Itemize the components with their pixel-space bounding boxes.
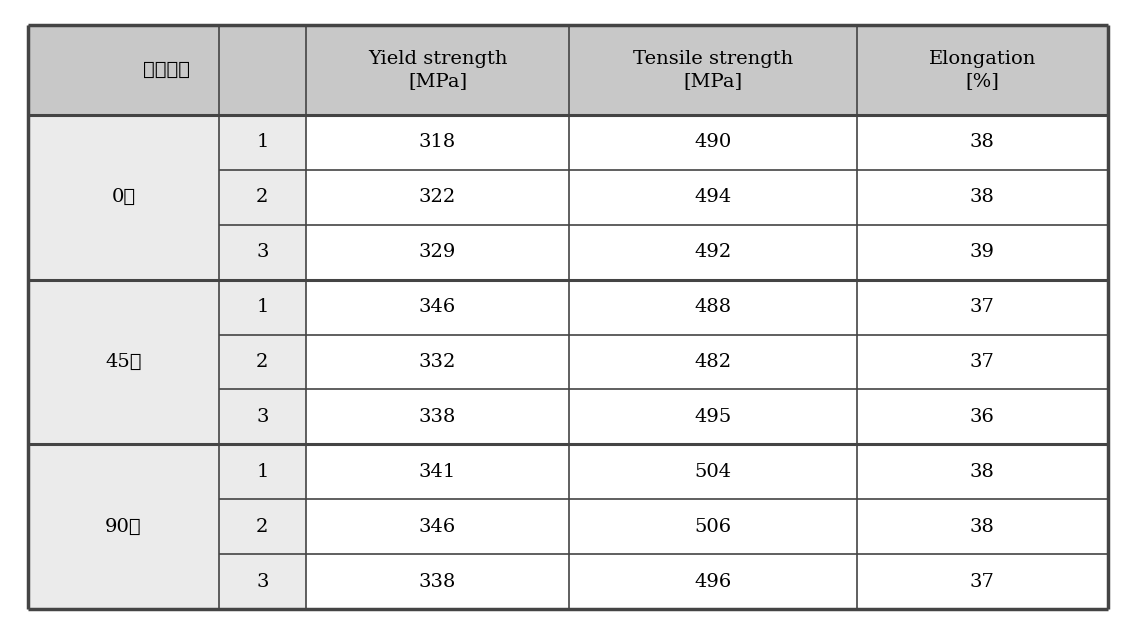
Bar [570, 115, 857, 170]
Bar [570, 335, 857, 389]
Text: 346: 346 [419, 298, 456, 316]
Text: 506: 506 [695, 518, 732, 536]
Text: 332: 332 [419, 353, 456, 371]
Text: 37: 37 [970, 298, 994, 316]
Bar [219, 280, 305, 335]
Text: 38: 38 [970, 133, 994, 152]
Bar [570, 389, 857, 444]
Bar [305, 554, 570, 609]
Text: 압연방향: 압연방향 [143, 61, 191, 79]
Bar [28, 25, 305, 115]
Bar [857, 499, 1108, 554]
Text: 482: 482 [695, 353, 732, 371]
Text: 322: 322 [419, 188, 456, 206]
Text: 318: 318 [419, 133, 456, 152]
Text: 338: 338 [419, 408, 456, 426]
Bar [219, 554, 305, 609]
Text: 490: 490 [695, 133, 732, 152]
Text: 90도: 90도 [106, 518, 142, 536]
Bar [857, 170, 1108, 225]
Bar [219, 115, 305, 170]
Text: 3: 3 [257, 408, 269, 426]
Bar [857, 389, 1108, 444]
Text: Tensile strength
[MPa]: Tensile strength [MPa] [633, 50, 793, 90]
Text: 494: 494 [695, 188, 732, 206]
Bar [219, 499, 305, 554]
Bar [857, 554, 1108, 609]
Text: 3: 3 [257, 573, 269, 590]
Text: 45도: 45도 [106, 353, 142, 371]
Bar [570, 170, 857, 225]
Text: 2: 2 [257, 188, 269, 206]
Bar [305, 389, 570, 444]
Text: 1: 1 [257, 133, 269, 152]
Text: 492: 492 [695, 243, 732, 261]
Bar [219, 444, 305, 499]
Text: 37: 37 [970, 573, 994, 590]
Bar [305, 444, 570, 499]
Text: 1: 1 [257, 298, 269, 316]
Text: 38: 38 [970, 518, 994, 536]
Bar [219, 389, 305, 444]
Bar [570, 499, 857, 554]
Bar [570, 280, 857, 335]
Text: 37: 37 [970, 353, 994, 371]
Bar [857, 280, 1108, 335]
Text: 329: 329 [419, 243, 456, 261]
Bar [570, 554, 857, 609]
Bar [305, 170, 570, 225]
Bar [28, 280, 219, 444]
Bar [857, 335, 1108, 389]
Text: 39: 39 [970, 243, 995, 261]
Text: 2: 2 [257, 353, 269, 371]
Text: 346: 346 [419, 518, 456, 536]
Text: 38: 38 [970, 463, 994, 481]
Bar [570, 444, 857, 499]
Text: 3: 3 [257, 243, 269, 261]
Text: Yield strength
[MPa]: Yield strength [MPa] [368, 50, 507, 90]
Bar [305, 499, 570, 554]
Text: Elongation
[%]: Elongation [%] [928, 50, 1036, 90]
Bar [570, 225, 857, 280]
Text: 338: 338 [419, 573, 456, 590]
Bar [857, 115, 1108, 170]
Bar [857, 444, 1108, 499]
Text: 504: 504 [695, 463, 732, 481]
Text: 1: 1 [257, 463, 269, 481]
Bar [305, 335, 570, 389]
Bar [305, 225, 570, 280]
Text: 495: 495 [695, 408, 732, 426]
Bar [219, 170, 305, 225]
Text: 496: 496 [695, 573, 732, 590]
Text: 36: 36 [970, 408, 994, 426]
Bar [305, 280, 570, 335]
Bar [857, 25, 1108, 115]
Bar [219, 335, 305, 389]
Bar [28, 115, 219, 280]
Bar [305, 115, 570, 170]
Text: 341: 341 [419, 463, 456, 481]
Bar [570, 25, 857, 115]
Bar [857, 225, 1108, 280]
Bar [219, 225, 305, 280]
Text: 38: 38 [970, 188, 994, 206]
Bar [305, 25, 570, 115]
Text: 0도: 0도 [111, 188, 135, 206]
Bar [28, 444, 219, 609]
Text: 488: 488 [695, 298, 732, 316]
Text: 2: 2 [257, 518, 269, 536]
